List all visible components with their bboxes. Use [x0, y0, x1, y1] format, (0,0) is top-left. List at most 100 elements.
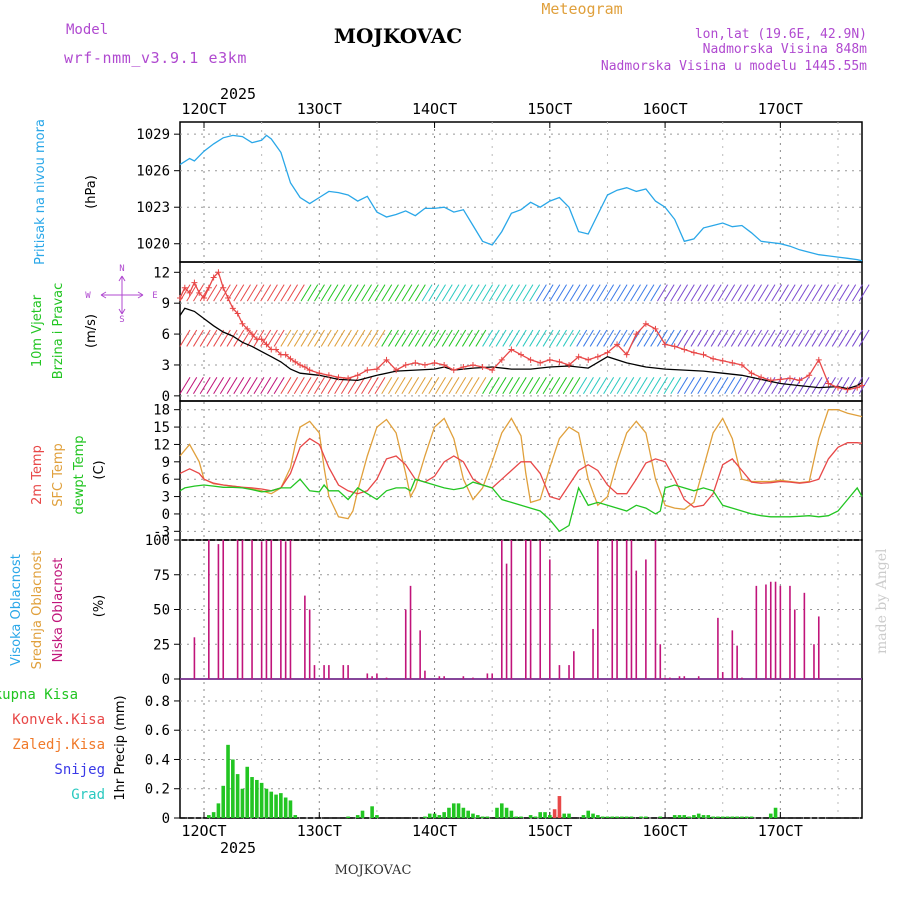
wind-barb [791, 329, 803, 347]
wind-barb [623, 329, 635, 347]
y-tick-label: 0 [162, 507, 170, 523]
wind-barb [730, 329, 742, 347]
wind-barb [771, 329, 783, 347]
wind-barb [636, 377, 648, 395]
wind-barb [630, 377, 641, 395]
wind-barb [340, 329, 352, 347]
wind-barb [650, 329, 662, 347]
wind-gust-point [633, 331, 640, 338]
wind-barb [253, 377, 265, 395]
wind-barb [643, 284, 655, 302]
precip-bar [274, 794, 278, 818]
temp-unit: (C) [92, 460, 107, 479]
wind-barb [818, 329, 830, 347]
precip-bar [696, 813, 701, 818]
precip-bar [610, 816, 615, 818]
wind-barb [381, 329, 393, 347]
y-tick-label: 6 [162, 327, 170, 343]
wind-barb [193, 329, 204, 347]
wind-gust-point [662, 341, 669, 348]
precip-bar [629, 816, 634, 818]
cloud-ylabels: Visoka Oblacnost Srednja Oblacnost Niska… [9, 551, 107, 670]
wind-barb [569, 329, 581, 347]
precip-bar [231, 759, 235, 818]
wind-gust-point [786, 375, 793, 382]
wind-gust-point [292, 358, 299, 365]
precip-bar [624, 816, 629, 818]
precip-bar [250, 777, 254, 818]
wind-barb [179, 329, 191, 347]
wind-barb [461, 329, 473, 347]
cloud-ylabel-high: Visoka Oblacnost [9, 554, 24, 666]
y-tick-label: 75 [153, 568, 170, 584]
wind-barb [381, 284, 393, 302]
wind-barb [361, 377, 372, 395]
wind-gust-point [412, 359, 419, 366]
wind-gust-point [335, 374, 342, 381]
precip-bar [692, 815, 696, 818]
y-tick-label: 25 [153, 637, 170, 653]
wind-barb [798, 329, 810, 347]
wind-barb [206, 329, 218, 347]
wind-barb [179, 377, 191, 395]
wind-barb [576, 329, 588, 347]
wind-barb [656, 329, 668, 347]
wind-barb [488, 284, 500, 302]
wind-barb [414, 284, 426, 302]
y-tick-label: 15 [153, 420, 170, 436]
wind-barb [233, 377, 245, 395]
wind-barb [670, 329, 682, 347]
y-tick-label: 1020 [136, 237, 170, 253]
precip-bar [370, 806, 374, 818]
wind-gust-point [518, 351, 524, 358]
y-tick-label: 0 [162, 389, 170, 405]
wind-barb [381, 377, 393, 395]
temp-2m-line [179, 437, 863, 508]
wind-gust-point [450, 367, 457, 374]
y-tick-label: 0.8 [145, 694, 170, 710]
wind-barb [677, 284, 688, 302]
wind-barb [287, 284, 299, 302]
wind-barb [441, 284, 453, 302]
wind-barb [858, 329, 870, 347]
precip-bar [711, 816, 715, 818]
wind-barb [845, 329, 857, 347]
wind-barb [340, 284, 352, 302]
wind-barb [266, 284, 278, 302]
wind-gust-point [642, 320, 649, 327]
wind-barb [529, 377, 541, 395]
wind-barb [199, 329, 211, 347]
wind-barb [838, 329, 850, 347]
wind-gust-point [479, 364, 486, 371]
wind-barb [589, 284, 601, 302]
wind-barb [717, 284, 729, 302]
wind-yaxis: 0 3 6 9 12 [153, 265, 862, 405]
wind-barb [300, 377, 312, 395]
wind-gust-point [738, 361, 745, 368]
wind-barb [374, 329, 386, 347]
wind-gust-point [373, 366, 380, 373]
wind-barb [643, 329, 655, 347]
wind-gust-point [215, 269, 222, 276]
wind-barb [589, 329, 601, 347]
wind-gust-point [834, 384, 841, 391]
wind-barb [441, 377, 453, 395]
precip-bar [442, 812, 446, 818]
wind-barb [394, 377, 406, 395]
wind-barb [804, 284, 816, 302]
precip-bar [475, 815, 480, 818]
wind-barb [475, 377, 487, 395]
wind-gust-point [460, 364, 467, 371]
y-tick-label: 0 [162, 811, 170, 827]
wind-gust-point [273, 346, 280, 353]
compass-s: S [119, 315, 124, 325]
precip-legend: Ukupna Kisa Konvek.Kisa Zaledj.Kisa Snij… [0, 687, 128, 803]
wind-barb [509, 329, 520, 347]
wind-barb [737, 284, 749, 302]
precip-bar [235, 774, 240, 818]
pressure-panel [179, 121, 863, 263]
wind-barb [522, 377, 534, 395]
precip-bar [427, 813, 432, 818]
wind-gust-point [431, 359, 438, 366]
wind-gust-markers [177, 269, 865, 393]
